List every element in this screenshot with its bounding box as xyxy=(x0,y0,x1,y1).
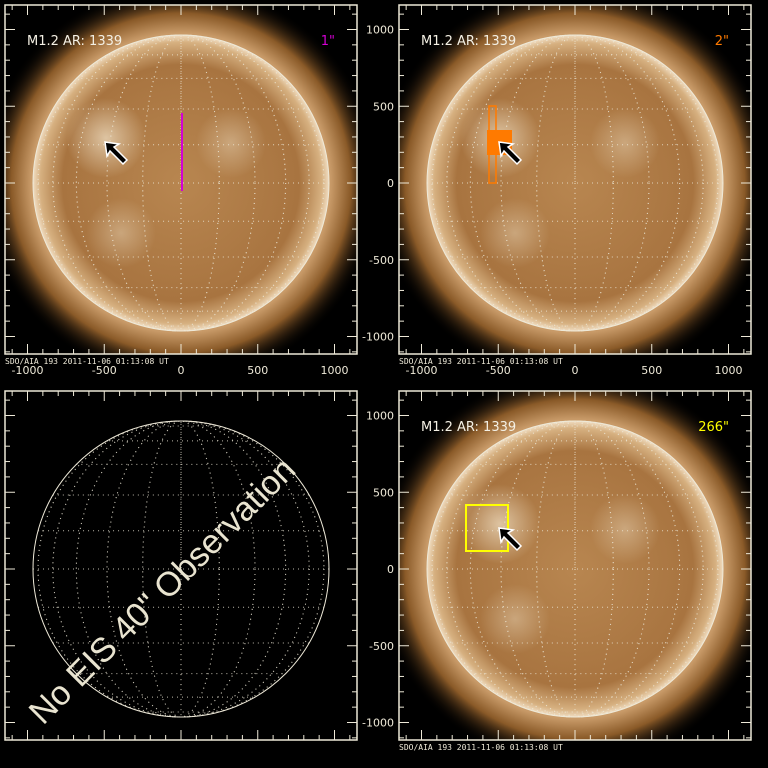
x-tick-label: 0 xyxy=(572,364,579,377)
longitude-line xyxy=(500,34,650,332)
plot-area xyxy=(32,420,330,718)
arrow-shape xyxy=(498,527,523,552)
x-tick-label: 1000 xyxy=(321,364,349,377)
plot-area xyxy=(399,391,751,740)
limb xyxy=(426,420,724,718)
slit-width-label: 266" xyxy=(698,420,729,435)
ticks xyxy=(5,391,357,740)
x-tick-label: 500 xyxy=(641,364,662,377)
fov-box xyxy=(465,504,509,552)
arrow-icon xyxy=(104,141,129,166)
limb xyxy=(32,34,330,332)
x-tick-label: -1000 xyxy=(12,364,44,377)
x-tick-label: -500 xyxy=(92,364,117,377)
y-tick-label: 0 xyxy=(387,177,394,190)
longitude-line xyxy=(536,34,614,332)
longitude-line xyxy=(75,420,287,718)
longitude-line xyxy=(536,420,614,718)
arrow-icon xyxy=(498,527,523,552)
ticks xyxy=(5,5,357,354)
footer-label: SDO/AIA 193 2011-11-06 01:13:08 UT xyxy=(5,357,169,366)
arrow-shape xyxy=(104,141,129,166)
panel-title: M1.2 AR: 1339 xyxy=(27,34,122,49)
longitude-line xyxy=(52,420,310,718)
no-observation-message: No EIS 40" Observation xyxy=(22,450,303,731)
x-tick-label: -500 xyxy=(486,364,511,377)
longitude-line xyxy=(106,34,256,332)
y-tick-label: 0 xyxy=(387,563,394,576)
longitude-line xyxy=(142,34,220,332)
arrow-icon xyxy=(498,141,523,166)
active-region-glow xyxy=(66,98,146,178)
x-tick-label: 1000 xyxy=(715,364,743,377)
plot-area xyxy=(399,5,751,354)
x-tick-label: -1000 xyxy=(406,364,438,377)
y-tick-label: 1000 xyxy=(366,410,394,423)
active-region-glow xyxy=(480,198,550,268)
ticks xyxy=(399,5,751,354)
limb xyxy=(426,34,724,332)
ticks xyxy=(399,391,751,740)
longitude-line xyxy=(106,420,256,718)
arrow-shape xyxy=(498,141,523,166)
longitude-line xyxy=(446,420,704,718)
slit-width-label: 2" xyxy=(715,34,729,49)
y-tick-label: 500 xyxy=(373,486,394,499)
active-region-glow xyxy=(590,108,660,178)
longitude-line xyxy=(500,420,650,718)
active-region-glow xyxy=(590,494,660,564)
panel-top-left: 10005000-500-1000-1000-50005001000SDO/AI… xyxy=(4,4,358,377)
longitude-line xyxy=(75,34,287,332)
panel-bottom-right: 1000 500 0 -500 -1000 SDO/AIA 193 2011-11-06 … xyxy=(362,390,752,752)
longitude-line xyxy=(446,34,704,332)
plot-area xyxy=(5,5,357,354)
y-tick-label: -1000 xyxy=(362,331,394,344)
footer-label: SDO/AIA 193 2011-11-06 01:13:08 UT xyxy=(399,357,563,366)
longitude-line xyxy=(469,34,681,332)
slit-width-label: 1" xyxy=(321,34,335,49)
longitude-line xyxy=(52,34,310,332)
active-region-glow xyxy=(196,108,266,178)
panel-top-right: 1000 500 0 -500 -1000 -1000 -500 0 500 1000 SDO/AI… xyxy=(362,4,752,377)
y-tick-label: -1000 xyxy=(362,717,394,730)
y-tick-label: -500 xyxy=(369,640,394,653)
panel-title: M1.2 AR: 1339 xyxy=(421,420,516,435)
active-region-glow xyxy=(480,584,550,654)
longitude-line xyxy=(469,420,681,718)
x-tick-label: 0 xyxy=(178,364,185,377)
longitude-line xyxy=(142,420,220,718)
x-tick-label: 500 xyxy=(247,364,268,377)
y-tick-label: 1000 xyxy=(366,24,394,37)
panel-title: M1.2 AR: 1339 xyxy=(421,34,516,49)
limb xyxy=(32,420,330,718)
footer-label: SDO/AIA 193 2011-11-06 01:13:08 UT xyxy=(399,743,563,752)
y-tick-label: -500 xyxy=(369,254,394,267)
y-tick-label: 500 xyxy=(373,100,394,113)
active-region-glow xyxy=(86,198,156,268)
